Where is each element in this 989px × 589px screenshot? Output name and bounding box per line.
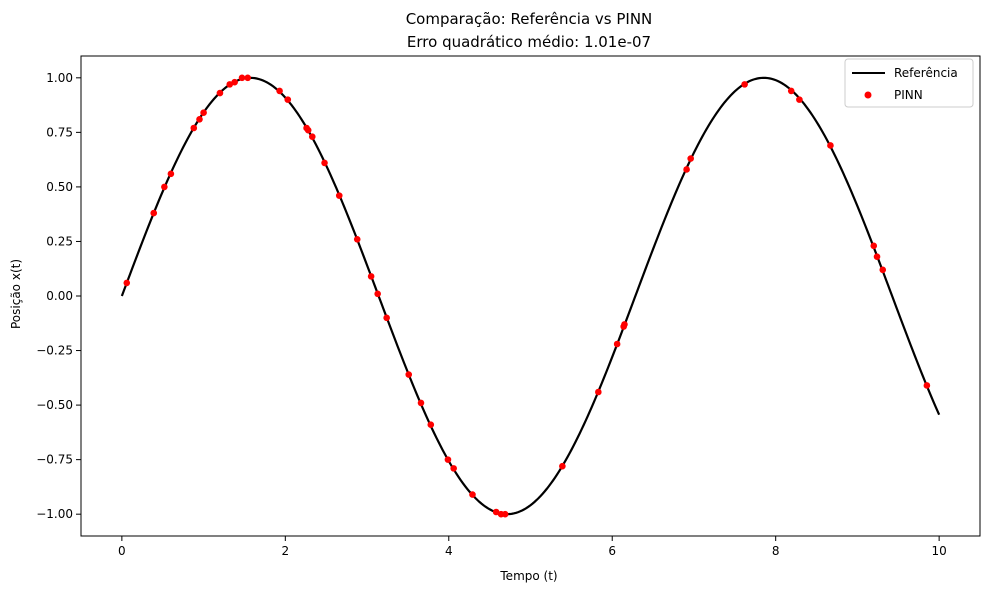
plot-frame bbox=[80, 55, 981, 537]
pinn-point bbox=[231, 78, 238, 86]
pinn-point bbox=[796, 96, 803, 103]
pinn-point bbox=[374, 290, 381, 298]
pinn-point bbox=[200, 109, 207, 117]
pinn-point bbox=[444, 456, 452, 463]
chart-title: Comparação: Referência vs PINN bbox=[406, 10, 653, 28]
pinn-point bbox=[879, 266, 887, 274]
pinn-point bbox=[469, 491, 476, 498]
pinn-point bbox=[787, 87, 795, 95]
pinn-point bbox=[284, 96, 292, 103]
pinn-point bbox=[308, 133, 316, 141]
legend: Referência PINN bbox=[844, 58, 974, 108]
y-tick-label: −1.00 bbox=[36, 507, 73, 521]
x-tick-label: 8 bbox=[772, 544, 780, 558]
pinn-point bbox=[559, 462, 566, 470]
pinn-point bbox=[276, 87, 283, 95]
x-axis-label: Tempo (t) bbox=[499, 569, 557, 583]
pinn-point bbox=[216, 89, 224, 97]
pinn-point bbox=[196, 115, 203, 123]
pinn-point bbox=[335, 192, 343, 199]
y-tick-label: 0.50 bbox=[46, 180, 73, 194]
pinn-point bbox=[321, 159, 328, 167]
pinn-point bbox=[383, 314, 390, 322]
pinn-point bbox=[244, 74, 252, 82]
x-tick-label: 10 bbox=[931, 544, 946, 558]
pinn-point bbox=[923, 382, 931, 389]
y-tick-label: 0.75 bbox=[46, 125, 73, 139]
y-axis-label: Posição x(t) bbox=[9, 259, 23, 329]
legend-label-referencia: Referência bbox=[894, 66, 958, 80]
y-tick-label: 0.00 bbox=[46, 289, 73, 303]
pinn-point bbox=[827, 142, 834, 149]
pinn-point bbox=[683, 166, 690, 173]
pinn-point bbox=[238, 74, 246, 82]
chart-subtitle: Erro quadrático médio: 1.01e-07 bbox=[407, 33, 651, 51]
y-tick-label: −0.50 bbox=[36, 398, 73, 412]
pinn-point bbox=[190, 124, 198, 132]
x-tick-label: 4 bbox=[445, 544, 453, 558]
x-tick-label: 6 bbox=[608, 544, 616, 558]
pinn-point bbox=[427, 421, 435, 429]
pinn-point bbox=[353, 235, 361, 243]
x-tick-label: 0 bbox=[118, 544, 126, 558]
x-axis: 0 2 4 6 8 10 bbox=[118, 536, 947, 558]
plot-area bbox=[80, 55, 981, 537]
pinn-point bbox=[621, 321, 628, 328]
pinn-point bbox=[501, 510, 509, 518]
y-tick-label: 1.00 bbox=[46, 71, 73, 85]
series-line-referencia bbox=[120, 76, 941, 516]
pinn-point bbox=[161, 183, 168, 191]
pinn-point bbox=[873, 253, 881, 261]
y-axis: −1.00 −0.75 −0.50 −0.25 0.00 0.25 0.50 0.75 1.00 bbox=[36, 71, 81, 521]
pinn-point bbox=[150, 209, 158, 217]
pinn-point bbox=[870, 242, 878, 250]
y-tick-label: −0.75 bbox=[36, 453, 73, 467]
pinn-point bbox=[741, 81, 748, 88]
legend-frame bbox=[844, 58, 974, 108]
pinn-point bbox=[367, 273, 375, 280]
legend-marker-pinn bbox=[864, 91, 872, 99]
pinn-point bbox=[613, 340, 621, 348]
x-tick-label: 2 bbox=[281, 544, 289, 558]
pinn-point bbox=[595, 388, 602, 396]
pinn-point bbox=[687, 155, 694, 162]
pinn-point bbox=[123, 279, 131, 287]
y-tick-label: −0.25 bbox=[36, 344, 73, 358]
y-tick-label: 0.25 bbox=[46, 234, 73, 248]
pinn-point bbox=[450, 465, 457, 472]
pinn-point bbox=[167, 170, 175, 178]
legend-label-pinn: PINN bbox=[894, 88, 923, 102]
pinn-point bbox=[304, 126, 312, 134]
pinn-point bbox=[405, 371, 413, 378]
pinn-point bbox=[417, 399, 425, 407]
